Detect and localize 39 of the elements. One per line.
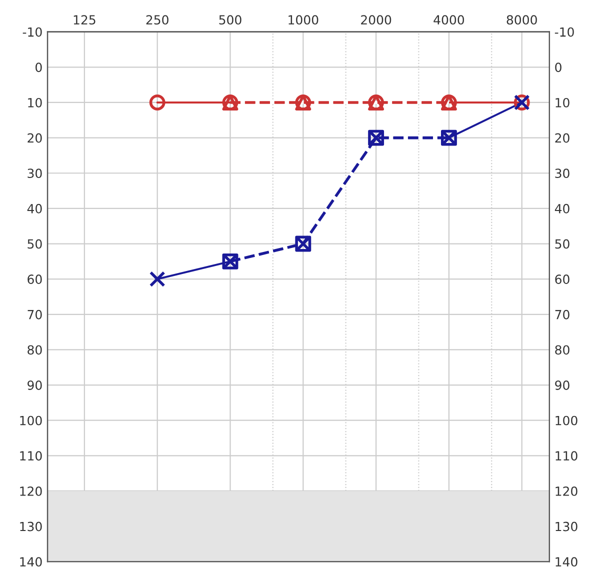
- y-tick-label: 0: [36, 62, 42, 72]
- y2-tick-label: 30: [555, 168, 570, 178]
- y-tick-label: 40: [27, 204, 42, 214]
- y2-tick-label: 40: [554, 204, 570, 214]
- x-tick-label: 2000: [361, 15, 392, 25]
- y-tick-label: 140: [20, 557, 42, 567]
- y-tick-label: 10: [28, 98, 42, 108]
- y-tick-label: 90: [28, 380, 42, 390]
- y-tick-label: 80: [28, 345, 42, 355]
- y-tick-label: 30: [28, 168, 42, 178]
- y2-tick-label: 90: [555, 380, 570, 390]
- y-tick-label: 120: [20, 486, 42, 496]
- y2-tick-label: 130: [556, 522, 578, 532]
- y-tick-label: 50: [28, 239, 42, 249]
- y2-tick-label: 60: [555, 274, 570, 284]
- y-tick-label: 60: [28, 274, 42, 284]
- y2-tick-label: 0: [555, 62, 562, 72]
- y-tick-label: 20: [28, 133, 42, 143]
- x-tick-label: 4000: [434, 15, 464, 25]
- y2-tick-label: 120: [556, 486, 578, 496]
- y2-tick-label: 140: [556, 557, 578, 567]
- y2-tick-label: 70: [555, 310, 570, 320]
- x-tick-label: 250: [146, 15, 168, 25]
- y-tick-label: -10: [22, 27, 42, 37]
- x-tick-label: 125: [74, 15, 96, 25]
- y2-tick-label: 10: [556, 98, 570, 108]
- y-tick-label: 70: [28, 310, 42, 320]
- y-tick-label: 100: [20, 416, 42, 426]
- y-tick-label: 130: [20, 522, 42, 532]
- y2-tick-label: 80: [555, 345, 570, 355]
- y-tick-label: 110: [20, 451, 42, 461]
- x-tick-label: 8000: [506, 15, 537, 25]
- y2-tick-label: 110: [556, 451, 578, 461]
- y2-tick-label: 20: [555, 133, 570, 143]
- x-tick-label: 1000: [288, 15, 318, 25]
- y2-tick-label: 100: [556, 416, 578, 426]
- x-tick-label: 500: [219, 15, 242, 25]
- y2-tick-label: 50: [555, 239, 570, 249]
- y2-tick-label: -10: [554, 27, 574, 37]
